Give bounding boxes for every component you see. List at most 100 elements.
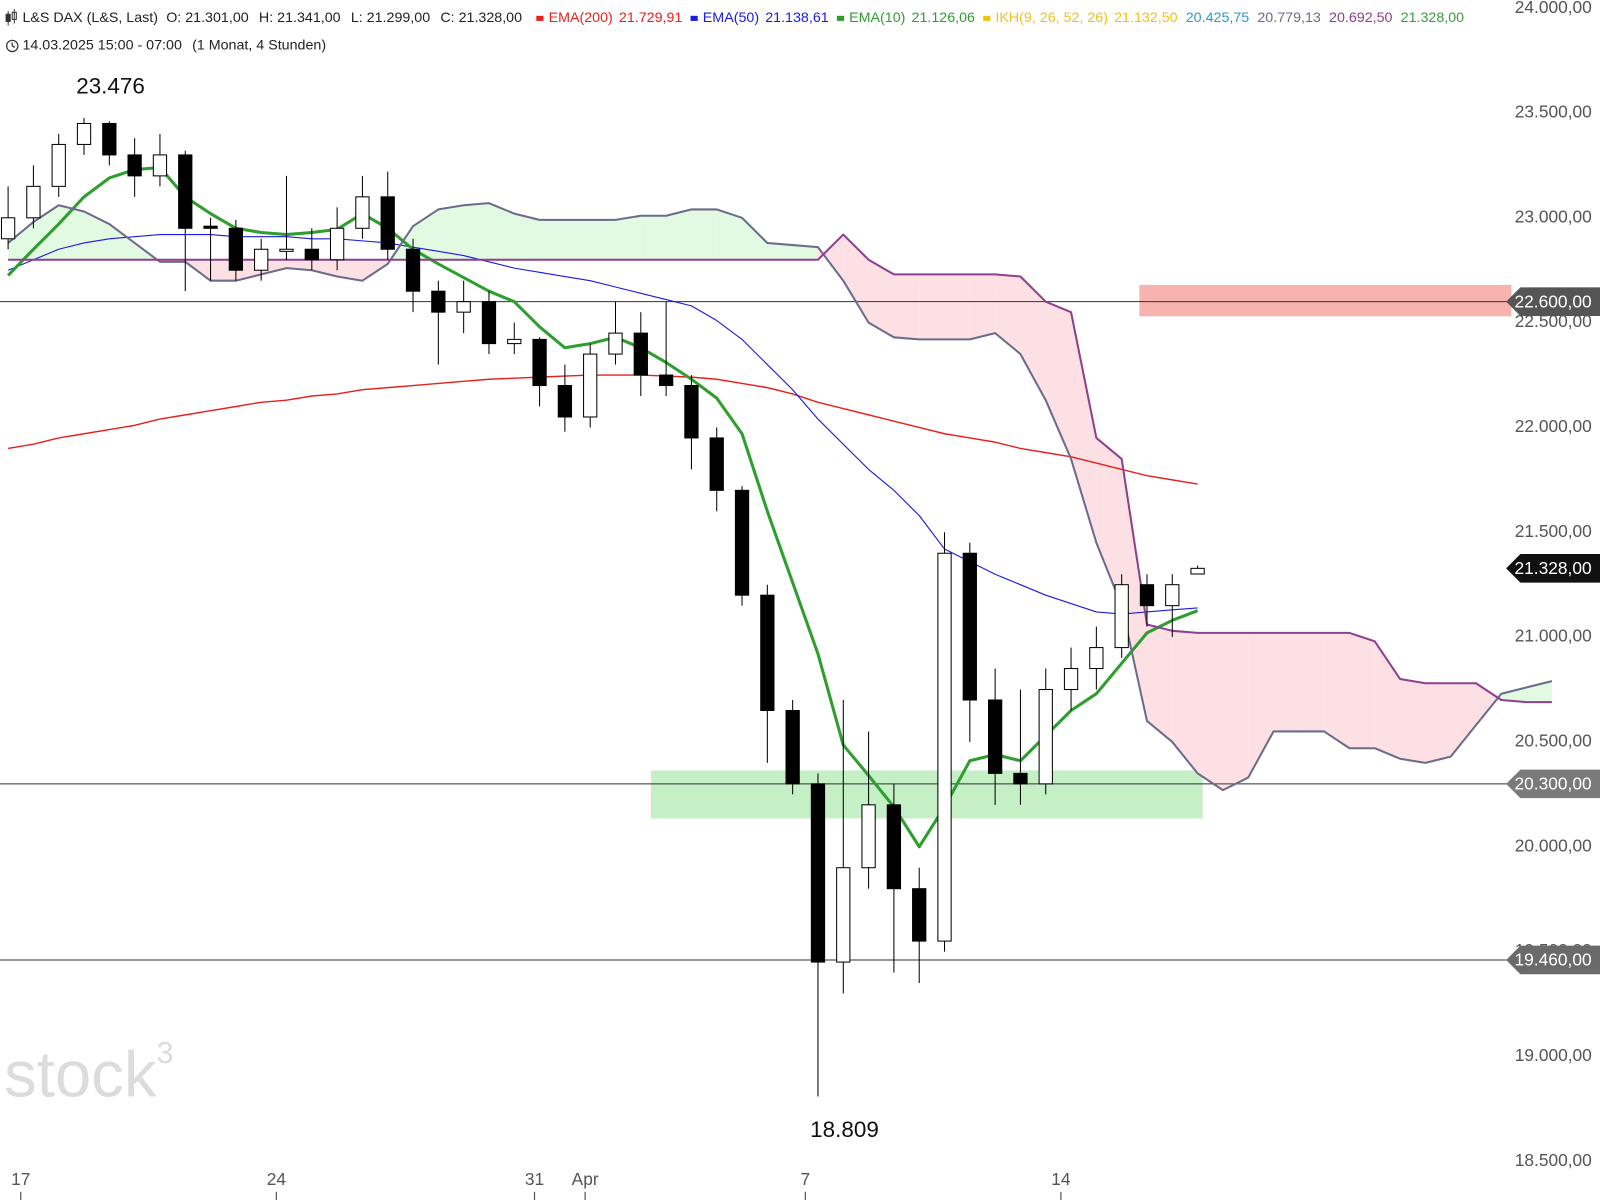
price-tag (1506, 554, 1600, 583)
cloud (919, 274, 945, 340)
candle-body (228, 227, 244, 271)
cloud (539, 219, 565, 260)
candle-body (608, 332, 623, 355)
legend-name: EMA(200) (549, 10, 613, 26)
price-tag (1506, 769, 1600, 799)
candle-body (405, 248, 421, 292)
candle-body (1013, 772, 1028, 785)
cloud (1146, 624, 1173, 742)
candle (734, 486, 750, 606)
y-tick-label: 23.000,00 (1515, 206, 1592, 226)
candle (937, 532, 952, 952)
candle-body (456, 301, 471, 313)
candle (380, 171, 395, 260)
y-tick-label: 21.500,00 (1515, 521, 1592, 541)
candle (304, 228, 319, 271)
legend-value: 21.729,91 (619, 10, 683, 26)
candle (152, 133, 168, 187)
candle-body (1190, 567, 1205, 575)
cloud (1349, 632, 1375, 749)
candle (1165, 574, 1180, 638)
cloud (590, 219, 616, 260)
y-tick-label: 20.500,00 (1515, 731, 1592, 751)
candle (228, 219, 244, 281)
cloud (1222, 632, 1249, 791)
y-tick-label: 19.000,00 (1515, 1045, 1592, 1065)
candle (658, 301, 674, 397)
legend-value: 21.328,00 (1401, 10, 1465, 26)
candle-body (962, 552, 977, 701)
candle (355, 175, 370, 239)
cloud (1172, 630, 1198, 774)
cloud (868, 259, 894, 338)
candle (507, 322, 522, 355)
candle (608, 301, 623, 365)
cloud (1475, 683, 1502, 726)
cloud (413, 209, 439, 260)
period: (1 Monat, 4 Stunden) (192, 38, 326, 54)
legend-name: EMA(50) (703, 10, 759, 26)
cloud (843, 234, 869, 323)
cloud (666, 209, 692, 260)
candle-body (102, 122, 117, 156)
candle-body (557, 385, 573, 418)
candle (456, 280, 471, 334)
candle (912, 867, 927, 984)
candle-body (1063, 668, 1079, 691)
candle (102, 121, 117, 166)
y-tick-label: 23.500,00 (1515, 102, 1592, 122)
candle-body (836, 867, 851, 963)
price-tag-label: 20.300,00 (1515, 773, 1592, 793)
legend-value: 20.779,13 (1257, 10, 1321, 26)
cloud (691, 209, 717, 260)
legend-name: EMA(10) (849, 10, 905, 26)
legend-value: 20.425,75 (1186, 10, 1250, 26)
cloud (1121, 458, 1147, 721)
candle-body (760, 594, 775, 711)
cloud (8, 222, 34, 260)
candle (1139, 574, 1155, 627)
legend-swatch (690, 15, 698, 21)
y-tick-label: 21.000,00 (1515, 626, 1592, 646)
candle-body (507, 338, 522, 345)
price-tag-label: 22.600,00 (1515, 291, 1592, 311)
cloud (1298, 632, 1325, 732)
candle-body (203, 225, 218, 229)
candle-body (734, 489, 750, 596)
candle-body (304, 248, 319, 261)
header: 14.03.2025 15:00 - 07:00 (1 Monat, 4 Stu… (5, 9, 1464, 54)
cloud (286, 259, 312, 271)
candle (405, 238, 421, 313)
candle-body (76, 122, 92, 145)
legend-swatch (536, 15, 544, 21)
candle-body (1139, 584, 1155, 607)
cloud (640, 215, 667, 260)
x-tick-label: 17 (11, 1169, 30, 1189)
header-row: L&S DAX (L&S, Last) O: 21.301,00 H: 21.341… (22, 10, 1464, 26)
symbol: L&S DAX (L&S, Last) (22, 10, 158, 26)
cloud (84, 211, 110, 260)
candle-body (329, 227, 345, 261)
cloud (1450, 683, 1476, 757)
cloud (944, 274, 970, 340)
legend-name: IKH(9, 26, 52, 26) (995, 10, 1108, 26)
candle-body (633, 332, 648, 376)
cloud (1096, 437, 1122, 606)
candle-body (254, 248, 269, 271)
cloud (1071, 312, 1097, 543)
cloud (58, 205, 85, 260)
ohlc-value: C: 21.328,00 (440, 10, 522, 26)
cloud (792, 245, 818, 260)
cloud (817, 234, 844, 281)
cloud (134, 242, 160, 262)
candle (785, 700, 800, 795)
candle-body (51, 143, 66, 187)
price-tag-label: 19.460,00 (1515, 950, 1592, 970)
candle (26, 165, 41, 229)
annotation: 18.809 (810, 1117, 879, 1142)
cloud (337, 259, 363, 281)
candle (431, 280, 446, 365)
candle (178, 150, 193, 292)
